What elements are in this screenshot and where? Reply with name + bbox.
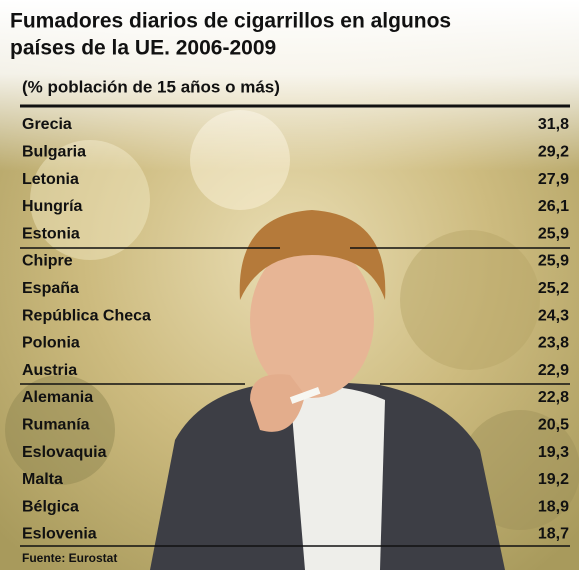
infographic: Fumadores diarios de cigarrillos en algu… [0, 0, 579, 570]
value-label: 22,8 [538, 389, 569, 406]
value-label: 20,5 [538, 417, 569, 434]
country-label: Bélgica [22, 498, 79, 515]
country-label: Bulgaria [22, 144, 86, 161]
value-label: 22,9 [538, 362, 569, 379]
value-label: 29,2 [538, 144, 569, 161]
value-label: 24,3 [538, 307, 569, 324]
country-label: Grecia [22, 116, 72, 133]
value-label: 25,9 [538, 253, 569, 270]
value-label: 31,8 [538, 116, 569, 133]
country-label: República Checa [22, 307, 151, 324]
country-label: Austria [22, 362, 77, 379]
value-label: 25,2 [538, 280, 569, 297]
country-label: Hungría [22, 198, 83, 215]
title-line-2: países de la UE. 2006-2009 [10, 37, 276, 60]
country-label: Alemania [22, 389, 93, 406]
value-label: 19,3 [538, 444, 569, 461]
value-label: 27,9 [538, 171, 569, 188]
country-label: Letonia [22, 171, 79, 188]
country-label: Rumanía [22, 417, 90, 434]
value-label: 18,9 [538, 498, 569, 515]
country-label: Malta [22, 471, 63, 488]
country-label: Chipre [22, 253, 73, 270]
country-label: Estonia [22, 225, 80, 242]
title-line-1: Fumadores diarios de cigarrillos en algu… [10, 10, 451, 33]
value-label: 25,9 [538, 225, 569, 242]
country-label: Eslovaquia [22, 444, 107, 461]
subtitle: (% población de 15 años o más) [22, 77, 280, 96]
value-label: 23,8 [538, 335, 569, 352]
country-label: Eslovenia [22, 526, 97, 543]
value-label: 19,2 [538, 471, 569, 488]
country-label: España [22, 280, 79, 297]
value-label: 26,1 [538, 198, 569, 215]
value-label: 18,7 [538, 526, 569, 543]
source: Fuente: Eurostat [22, 551, 117, 565]
country-label: Polonia [22, 335, 80, 352]
